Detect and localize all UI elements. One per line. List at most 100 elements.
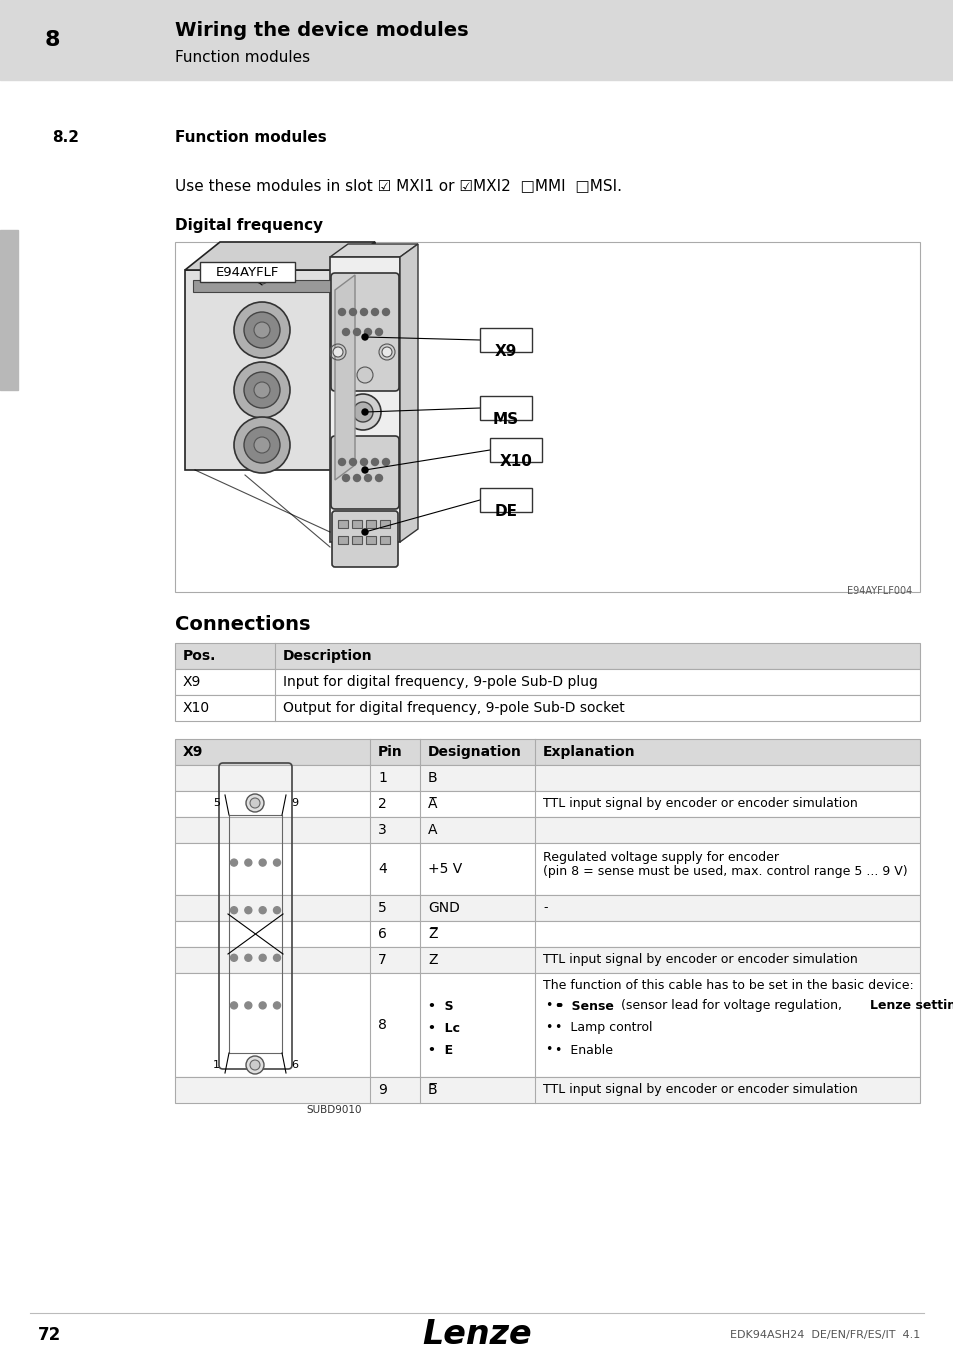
Text: Output for digital frequency, 9-pole Sub-D socket: Output for digital frequency, 9-pole Sub… [283,701,624,716]
Polygon shape [335,275,355,481]
Circle shape [371,309,378,316]
Text: DE: DE [494,505,517,520]
Text: E94AYFLF004: E94AYFLF004 [846,586,911,595]
Circle shape [354,328,360,336]
Text: •  Enable: • Enable [555,1044,613,1057]
Bar [337,536,348,544]
Text: X9: X9 [183,745,203,759]
Bar [193,279,332,292]
Bar [479,487,532,512]
Text: X9: X9 [495,344,517,359]
Circle shape [349,309,356,316]
Text: 1: 1 [377,771,387,784]
Text: 6: 6 [291,1060,297,1071]
Circle shape [338,309,345,316]
Circle shape [253,437,270,454]
Text: Z̅: Z̅ [428,927,437,941]
Bar [0,0,953,80]
Circle shape [250,1060,260,1071]
Text: 2: 2 [377,796,386,811]
Text: 1: 1 [213,1060,220,1071]
Circle shape [360,459,367,466]
Text: Digital frequency: Digital frequency [174,217,323,234]
Bar [366,520,375,528]
Text: Lenze: Lenze [422,1319,531,1350]
Circle shape [233,302,290,358]
FancyBboxPatch shape [331,436,398,509]
Circle shape [356,367,373,383]
Text: 8: 8 [44,30,60,50]
Text: Function modules: Function modules [174,50,310,65]
Text: •: • [555,999,566,1012]
Circle shape [345,394,380,431]
Bar [174,973,919,1077]
Circle shape [361,467,368,472]
Text: •: • [544,1044,552,1057]
Circle shape [250,798,260,809]
Circle shape [333,347,343,356]
Text: 7: 7 [377,953,386,967]
Text: Z: Z [428,953,437,967]
Circle shape [274,859,280,867]
Text: Regulated voltage supply for encoder: Regulated voltage supply for encoder [542,850,779,864]
Circle shape [349,459,356,466]
Circle shape [231,907,237,914]
Polygon shape [185,242,375,270]
Text: EDK94ASH24  DE/EN/FR/ES/IT  4.1: EDK94ASH24 DE/EN/FR/ES/IT 4.1 [729,1330,919,1341]
Circle shape [244,373,280,408]
Text: Designation: Designation [428,745,521,759]
Text: The function of this cable has to be set in the basic device:: The function of this cable has to be set… [542,979,913,992]
Text: TTL input signal by encoder or encoder simulation: TTL input signal by encoder or encoder s… [542,1084,857,1096]
Text: •  ​Sense: • ​Sense [555,999,613,1012]
Text: GND: GND [428,900,459,915]
Text: 5: 5 [213,798,220,809]
Text: B: B [428,771,437,784]
Text: •  S: • S [428,999,453,1012]
Bar [200,262,294,282]
Circle shape [259,954,266,961]
Circle shape [244,427,280,463]
Bar [352,520,361,528]
Text: •  E: • E [428,1044,453,1057]
Polygon shape [339,242,375,470]
Text: B̅: B̅ [428,1083,437,1098]
Circle shape [259,907,266,914]
Circle shape [342,474,349,482]
Bar [330,256,399,541]
Text: 72: 72 [38,1326,61,1345]
Text: X9: X9 [183,675,201,688]
Circle shape [245,954,252,961]
Circle shape [231,859,237,867]
Text: 6: 6 [377,927,387,941]
Bar [174,946,919,973]
Text: 8: 8 [377,1018,387,1031]
FancyBboxPatch shape [331,273,398,392]
Polygon shape [185,270,339,470]
Circle shape [361,529,368,535]
Bar [174,738,919,765]
Bar [366,536,375,544]
Circle shape [360,309,367,316]
Circle shape [231,1002,237,1008]
Bar [174,817,919,842]
Circle shape [371,459,378,466]
Circle shape [381,347,392,356]
Bar [229,815,282,1053]
Circle shape [274,954,280,961]
Text: •: • [544,999,552,1012]
Polygon shape [330,244,417,256]
Text: X10: X10 [499,455,532,470]
Circle shape [353,402,373,423]
Text: A: A [428,824,437,837]
Circle shape [253,323,270,338]
Circle shape [246,794,264,811]
Circle shape [253,382,270,398]
Text: (pin 8 = sense must be used, max. control range 5 ... 9 V): (pin 8 = sense must be used, max. contro… [542,865,906,878]
Circle shape [382,309,389,316]
Circle shape [364,474,371,482]
Bar [174,242,919,593]
Bar [379,520,390,528]
Circle shape [338,459,345,466]
Text: SUBD9010: SUBD9010 [306,1106,361,1115]
Circle shape [255,271,268,284]
